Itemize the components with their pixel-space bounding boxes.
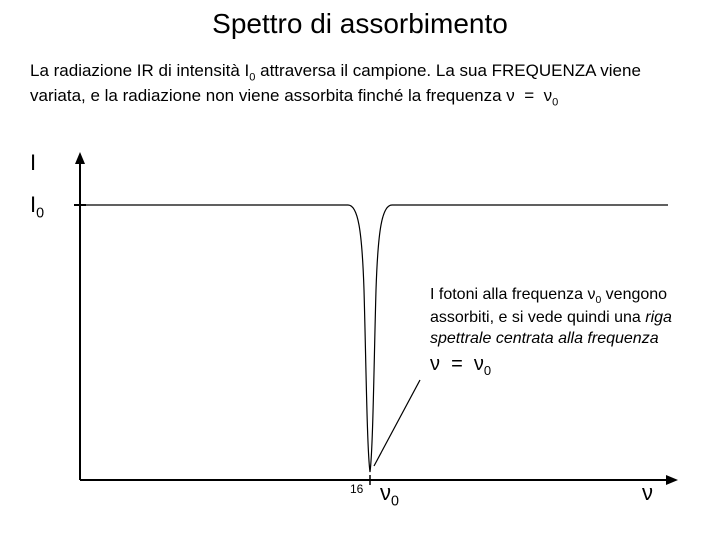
y-label-I: I xyxy=(30,150,36,176)
annotation-text: I fotoni alla frequenza ν0 vengono assor… xyxy=(430,285,680,349)
y-axis-arrow xyxy=(75,152,85,164)
annotation-equation: ν = ν0 xyxy=(430,351,680,380)
page-number: 16 xyxy=(350,482,363,496)
absorption-chart: I I0 16 ν0 ν I fotoni alla frequenza ν0 … xyxy=(30,150,690,510)
intro-text: La radiazione IR di intensità I0 attrave… xyxy=(30,60,700,111)
x-axis-arrow xyxy=(666,475,678,485)
annotation-box: I fotoni alla frequenza ν0 vengono assor… xyxy=(430,285,680,380)
x-label-nu0: ν0 xyxy=(380,480,399,509)
annotation-pointer xyxy=(374,380,420,466)
page-title: Spettro di assorbimento xyxy=(0,8,720,40)
y-label-I0: I0 xyxy=(30,192,44,221)
x-label-nu: ν xyxy=(642,480,653,506)
slide: Spettro di assorbimento La radiazione IR… xyxy=(0,0,720,540)
